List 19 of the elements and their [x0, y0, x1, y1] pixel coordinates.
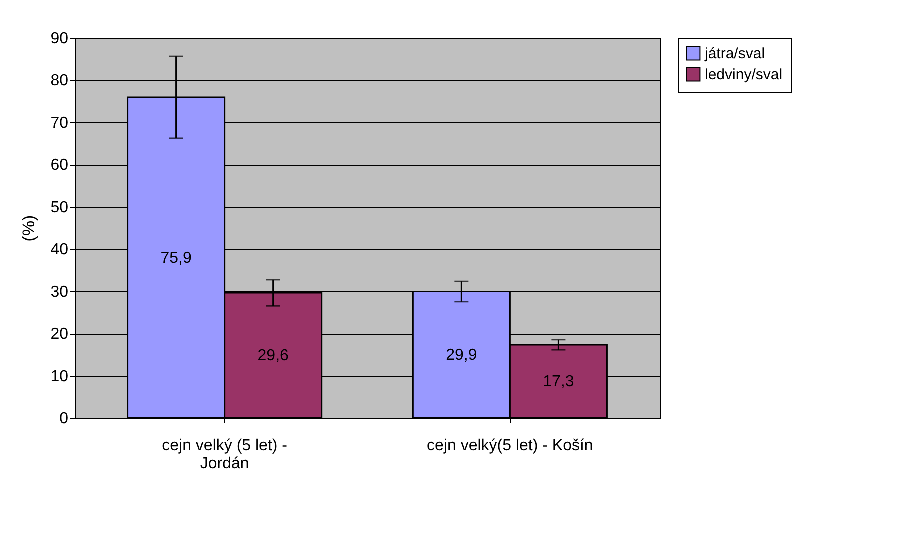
y-axis-title: (%) — [20, 215, 39, 242]
y-tick-label: 40 — [50, 242, 69, 259]
y-tick-label: 70 — [50, 114, 69, 132]
y-tick-label: 90 — [50, 30, 69, 48]
data-label: 29,6 — [258, 348, 289, 365]
y-tick-label: 60 — [50, 157, 69, 174]
legend-label: játra/sval — [704, 46, 766, 62]
data-label: 29,9 — [446, 346, 478, 364]
data-label: 75,9 — [160, 250, 192, 267]
y-tick-label: 80 — [50, 72, 69, 90]
y-tick-label: 20 — [50, 326, 69, 344]
data-label: 17,3 — [543, 373, 574, 390]
y-tick-label: 10 — [50, 368, 69, 386]
x-tick-label: cejn velký (5 let) - Jordán — [162, 438, 288, 472]
legend-label: ledviny/sval — [705, 66, 783, 84]
y-tick-label: 0 — [60, 410, 69, 428]
y-tick-label: 30 — [50, 284, 69, 301]
y-tick-label: 50 — [50, 199, 69, 216]
x-tick-label: cejn velký(5 let) - Košín — [427, 438, 594, 454]
